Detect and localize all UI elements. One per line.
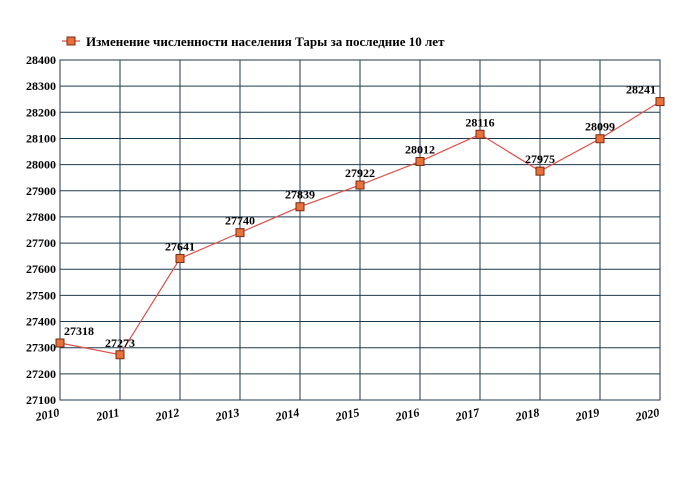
data-label: 27641 bbox=[165, 240, 195, 254]
y-tick-label: 27500 bbox=[26, 288, 56, 302]
x-tick-label: 2012 bbox=[153, 405, 180, 424]
legend: Изменение численности населения Тары за … bbox=[62, 34, 445, 49]
legend-label: Изменение численности населения Тары за … bbox=[86, 34, 445, 49]
plot-frame bbox=[59, 59, 661, 401]
x-tick-label: 2017 bbox=[453, 405, 481, 424]
y-tick-label: 28200 bbox=[26, 105, 56, 119]
data-point-marker bbox=[175, 254, 185, 264]
series-population bbox=[55, 97, 665, 360]
data-point-marker bbox=[655, 97, 665, 107]
x-axis: 2010 2011 2012 2013 2014 2015 2016 2017 2018 2019… bbox=[33, 405, 660, 424]
y-tick-label: 27800 bbox=[26, 210, 56, 224]
data-point-marker bbox=[235, 228, 245, 238]
y-tick-label: 27200 bbox=[26, 367, 56, 381]
data-point-marker bbox=[475, 129, 485, 139]
data-label: 28012 bbox=[405, 142, 435, 156]
y-tick-label: 27700 bbox=[26, 236, 56, 250]
data-label: 28116 bbox=[465, 115, 494, 129]
x-tick-label: 2016 bbox=[393, 405, 420, 424]
x-tick-label: 2014 bbox=[273, 405, 300, 424]
legend-marker bbox=[66, 36, 76, 46]
y-tick-label: 28000 bbox=[26, 158, 56, 172]
data-label: 27740 bbox=[225, 214, 255, 228]
x-tick-label: 2010 bbox=[33, 405, 60, 424]
y-tick-label: 27300 bbox=[26, 341, 56, 355]
x-tick-label: 2015 bbox=[333, 405, 360, 424]
y-tick-label: 28300 bbox=[26, 79, 56, 93]
x-tick-label: 2011 bbox=[94, 405, 121, 424]
x-tick-label: 2020 bbox=[633, 405, 660, 424]
data-label: 28241 bbox=[626, 83, 656, 97]
data-point-marker bbox=[55, 338, 65, 348]
y-axis: 27100 27200 27300 27400 27500 27600 27700 27800… bbox=[26, 53, 56, 407]
data-label: 28099 bbox=[585, 120, 615, 134]
data-label: 27839 bbox=[285, 188, 315, 202]
x-tick-label: 2018 bbox=[513, 405, 540, 424]
data-point-marker bbox=[355, 180, 365, 190]
y-tick-label: 28400 bbox=[26, 53, 56, 67]
y-tick-label: 27600 bbox=[26, 262, 56, 276]
x-tick-label: 2019 bbox=[573, 405, 600, 424]
y-tick-label: 27400 bbox=[26, 315, 56, 329]
x-tick-label: 2013 bbox=[213, 405, 240, 424]
data-labels: 27318 27273 27641 27740 27839 27922 28012 28116… bbox=[64, 83, 656, 350]
data-label: 27922 bbox=[345, 166, 375, 180]
grid bbox=[59, 59, 661, 401]
data-label: 27975 bbox=[525, 152, 555, 166]
data-point-marker bbox=[115, 350, 125, 360]
data-point-marker bbox=[535, 166, 545, 176]
y-tick-label: 27900 bbox=[26, 184, 56, 198]
data-point-marker bbox=[415, 156, 425, 166]
y-tick-label: 28100 bbox=[26, 131, 56, 145]
data-label: 27273 bbox=[105, 336, 135, 350]
data-point-marker bbox=[595, 134, 605, 144]
data-label: 27318 bbox=[64, 324, 94, 338]
data-point-marker bbox=[295, 202, 305, 212]
y-tick-label: 27100 bbox=[26, 393, 56, 407]
